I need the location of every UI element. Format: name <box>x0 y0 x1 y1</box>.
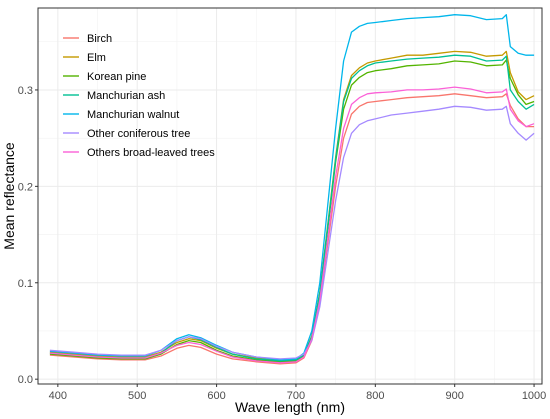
legend-label-5: Manchurian walnut <box>87 109 179 121</box>
legend-label-1: Birch <box>87 33 112 45</box>
x-tick-label: 800 <box>366 390 384 402</box>
x-tick-label: 900 <box>446 390 464 402</box>
series-line-6 <box>49 105 535 360</box>
x-axis-title: Wave length (nm) <box>235 399 345 415</box>
y-tick-label: 0.3 <box>18 85 33 97</box>
legend-label-3: Korean pine <box>87 71 146 83</box>
x-tick-label: 400 <box>49 390 67 402</box>
legend: Birch Elm Korean pine Manchurian ash Manchur… <box>63 33 215 159</box>
y-tick-label: 0.2 <box>18 181 33 193</box>
legend-label-4: Manchurian ash <box>87 90 165 102</box>
x-tick-label: 500 <box>128 390 146 402</box>
x-tick-label: 600 <box>207 390 225 402</box>
y-axis-ticks: 0.0 0.1 0.2 0.3 <box>18 85 38 386</box>
plot-border <box>37 7 543 385</box>
series-line-1 <box>49 93 535 365</box>
series-lines <box>49 14 535 365</box>
series-line-7 <box>49 86 535 364</box>
y-tick-label: 0.0 <box>18 374 33 386</box>
major-gridlines <box>38 8 542 384</box>
minor-gridlines <box>38 8 542 384</box>
legend-label-2: Elm <box>87 52 106 64</box>
series-line-5 <box>49 14 535 361</box>
y-tick-label: 0.1 <box>18 278 33 290</box>
legend-label-6: Other coniferous tree <box>87 128 190 140</box>
y-axis-title: Mean reflectance <box>1 142 17 250</box>
x-tick-label: 700 <box>287 390 305 402</box>
x-axis-ticks: 400 500 600 700 800 900 1000 <box>49 384 546 402</box>
x-tick-label: 1000 <box>522 390 546 402</box>
plot-panel <box>38 8 542 384</box>
legend-label-7: Others broad-leaved trees <box>87 147 215 159</box>
